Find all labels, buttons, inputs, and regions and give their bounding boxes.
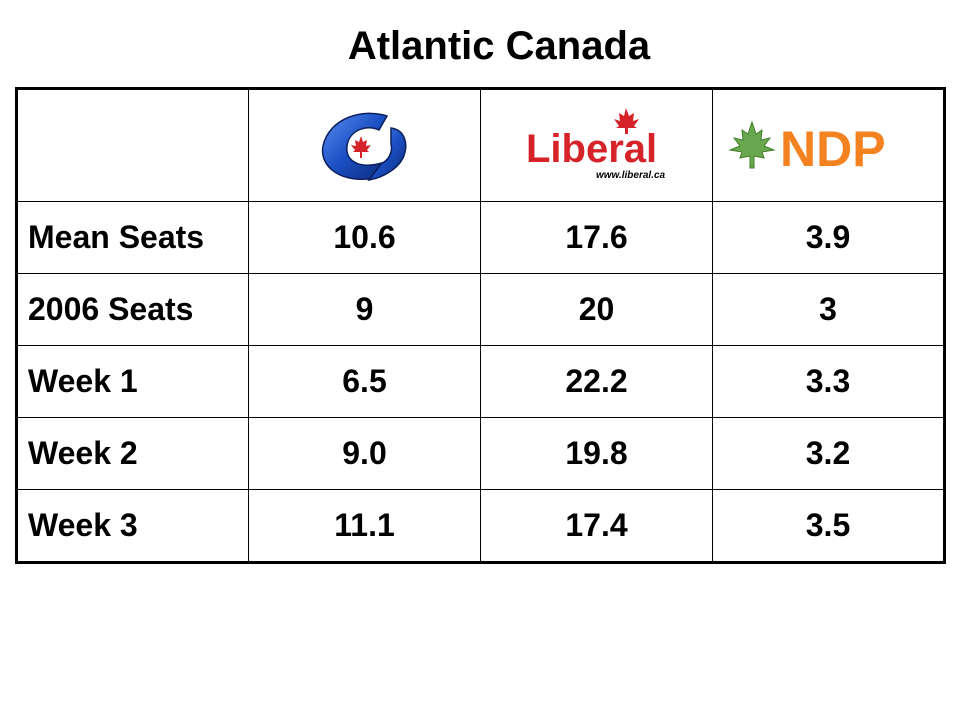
seat-projection-table: Liberal www.liberal.ca NDP Mean Seats 10…	[15, 87, 946, 564]
row-label: Week 2	[16, 417, 249, 490]
table-row: Mean Seats 10.6 17.6 3.9	[16, 201, 945, 274]
liberal-maple-leaf-icon	[613, 107, 639, 134]
ndp-value: 3.5	[712, 489, 945, 563]
conservative-value: 9	[248, 273, 481, 346]
ndp-value: 3	[712, 273, 945, 346]
conservative-logo-icon	[321, 112, 406, 181]
conservative-value: 9.0	[248, 417, 481, 490]
table-row: 2006 Seats 9 20 3	[16, 273, 945, 346]
liberal-value: 19.8	[480, 417, 713, 490]
liberal-logo-icon: Liberal www.liberal.ca	[526, 107, 666, 181]
ndp-value: 3.3	[712, 345, 945, 418]
conservative-value: 6.5	[248, 345, 481, 418]
table-header-row: Liberal www.liberal.ca NDP	[16, 88, 945, 202]
ndp-value: 3.2	[712, 417, 945, 490]
table-row: Week 2 9.0 19.8 3.2	[16, 417, 945, 490]
ndp-maple-leaf-icon	[727, 119, 776, 168]
ndp-logo-text: NDP	[780, 121, 886, 176]
table-row: Week 3 11.1 17.4 3.5	[16, 489, 945, 563]
ndp-logo-icon: NDP	[727, 119, 886, 176]
liberal-value: 17.6	[480, 201, 713, 274]
row-label: 2006 Seats	[16, 273, 249, 346]
liberal-value: 22.2	[480, 345, 713, 418]
ndp-value: 3.9	[712, 201, 945, 274]
conservative-value: 10.6	[248, 201, 481, 274]
header-conservative-cell	[248, 88, 481, 202]
row-label: Mean Seats	[16, 201, 249, 274]
header-liberal-cell: Liberal www.liberal.ca	[480, 88, 713, 202]
header-ndp-cell: NDP	[712, 88, 945, 202]
row-label: Week 3	[16, 489, 249, 563]
row-label: Week 1	[16, 345, 249, 418]
liberal-value: 17.4	[480, 489, 713, 563]
slide-title: Atlantic Canada	[347, 24, 651, 68]
liberal-value: 20	[480, 273, 713, 346]
liberal-logo-text: Liberal	[526, 127, 657, 171]
table-row: Week 1 6.5 22.2 3.3	[16, 345, 945, 418]
header-corner-cell	[16, 88, 249, 202]
conservative-value: 11.1	[248, 489, 481, 563]
liberal-logo-url: www.liberal.ca	[596, 170, 666, 181]
